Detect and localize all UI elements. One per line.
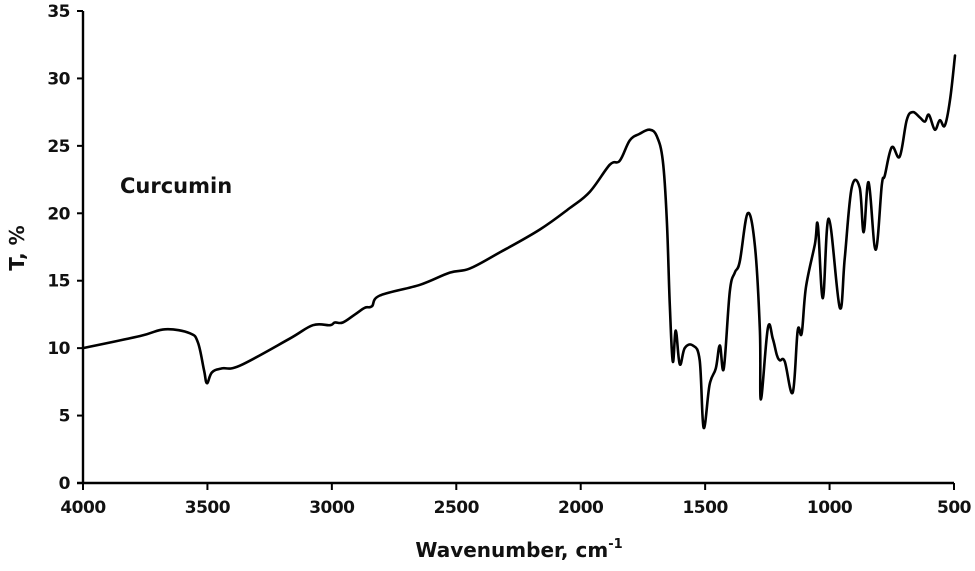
y-tick-label: 35: [47, 2, 70, 22]
y-axis: 0 5 10 15 20 25 30 35: [47, 2, 85, 494]
x-tick-label: 2000: [558, 498, 604, 518]
x-axis-title-superscript: -1: [608, 537, 622, 552]
x-tick-label: 1500: [682, 498, 728, 518]
x-axis-title-text: Wavenumber, cm: [415, 538, 608, 562]
x-tick-label: 2500: [434, 498, 480, 518]
y-tick-label: 15: [47, 272, 70, 292]
x-tick-label: 4000: [60, 498, 106, 518]
x-axis-title: Wavenumber, cm-1: [415, 537, 622, 562]
y-tick-label: 30: [47, 69, 70, 89]
y-axis-title: T, %: [5, 225, 29, 270]
x-axis: 4000 3500 3000 2500 2000 1500 1000 500: [60, 481, 972, 518]
y-tick-label: 10: [47, 339, 70, 359]
y-tick-label: 25: [47, 137, 70, 157]
y-tick-label: 5: [59, 407, 70, 427]
y-tick-label: 20: [47, 204, 70, 224]
curcumin-label: Curcumin: [120, 174, 232, 198]
x-tick-label: 3000: [309, 498, 355, 518]
x-tick-label: 3500: [185, 498, 231, 518]
x-tick-label: 1000: [807, 498, 853, 518]
y-tick-label: 0: [59, 474, 71, 494]
curcumin-spectrum-line: [81, 54, 957, 430]
x-tick-label: 500: [937, 498, 972, 518]
